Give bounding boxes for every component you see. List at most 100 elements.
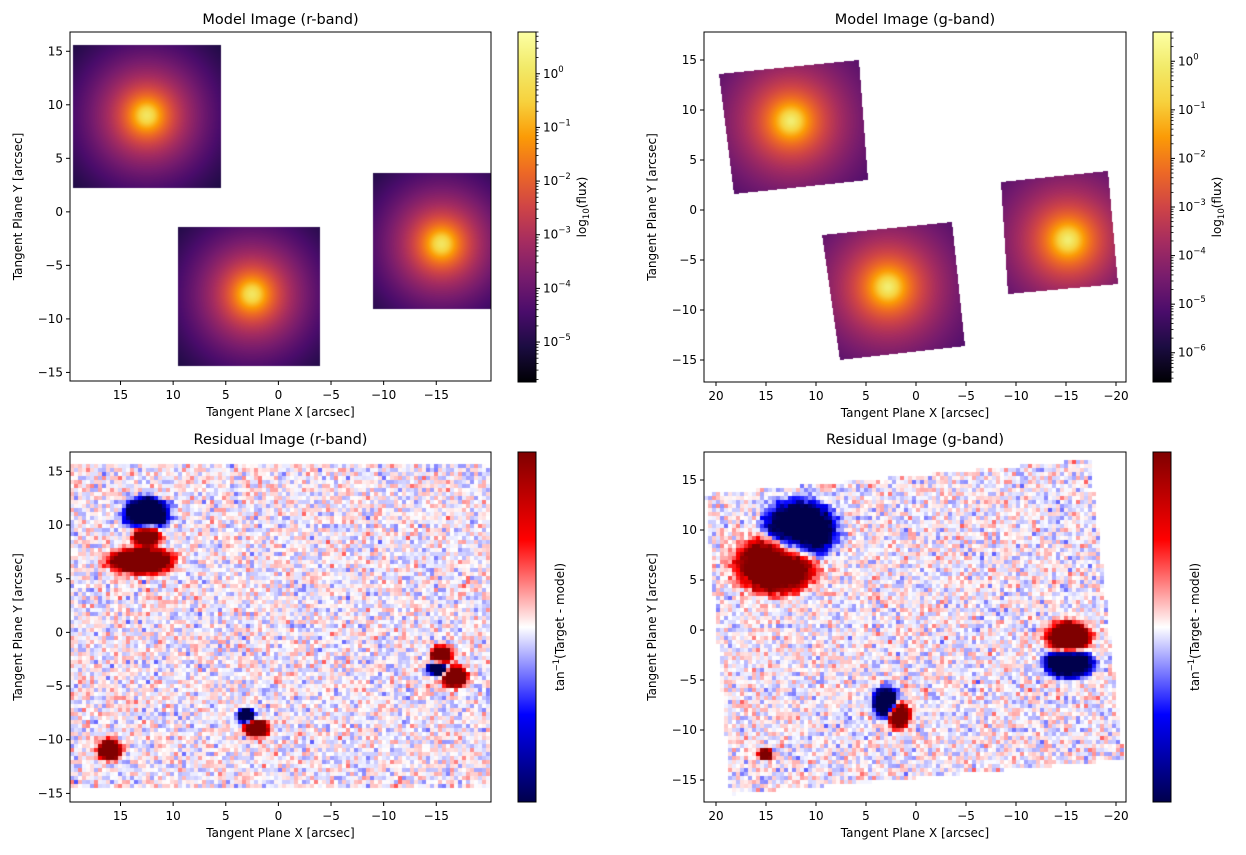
y-tick-label: 0 — [55, 205, 63, 219]
y-tick-label: 15 — [682, 53, 697, 67]
x-tick-label: −20 — [1103, 809, 1128, 823]
y-tick-label: 5 — [55, 151, 63, 165]
x-tick-label: 15 — [758, 809, 773, 823]
colorbar-tick-label: 10−1 — [1178, 101, 1206, 117]
x-tick-label: −15 — [1053, 809, 1078, 823]
x-tick-label: 20 — [708, 389, 723, 403]
y-tick-label: 5 — [689, 573, 697, 587]
colorbar — [1152, 451, 1172, 803]
subplot-4: 20 15 10 5 0 −5 −10 −15 −20 −15 −10 −5 0 5 10 15 Residua… — [645, 432, 1202, 840]
y-tick-label: −15 — [38, 365, 63, 379]
x-tick-label: −5 — [322, 809, 340, 823]
subplot-2: 20 15 10 5 0 −5 −10 −15 −20 −15 −10 −5 0 5 10 15 Model I… — [645, 12, 1227, 420]
y-tick-label: −5 — [679, 673, 697, 687]
x-tick-label: 15 — [758, 389, 773, 403]
axes-frame — [703, 451, 1127, 803]
x-tick-label: 5 — [222, 388, 230, 402]
x-tick-label: −10 — [371, 809, 396, 823]
x-tick-label: 15 — [113, 388, 128, 402]
colorbar-label: tan−1(Target - model) — [1187, 563, 1202, 691]
x-axis-label: Tangent Plane X [arcsec] — [840, 406, 989, 420]
colorbar-label: log10(flux) — [1210, 177, 1227, 238]
y-tick-label: −15 — [38, 786, 63, 800]
x-tick-label: −10 — [371, 388, 396, 402]
chart-title: Model Image (r-band) — [202, 12, 358, 28]
y-tick-label: 0 — [55, 625, 63, 639]
image-raster — [70, 32, 491, 381]
colorbar-tick-label: 10−5 — [543, 333, 571, 349]
x-tick-label: −15 — [1053, 389, 1078, 403]
colorbar — [517, 451, 537, 803]
y-axis-label: Tangent Plane Y [arcsec] — [645, 133, 659, 282]
colorbar-label: tan−1(Target - model) — [552, 563, 567, 691]
colorbar-tick-label: 10−6 — [1178, 344, 1206, 360]
colorbar — [1152, 31, 1172, 383]
y-tick-label: 15 — [48, 44, 63, 58]
image-raster — [70, 452, 491, 802]
x-axis-label: Tangent Plane X [arcsec] — [205, 826, 354, 840]
colorbar-tick-label: 10−4 — [543, 279, 571, 295]
x-axis-label: Tangent Plane X [arcsec] — [840, 826, 989, 840]
x-tick-label: 10 — [808, 389, 823, 403]
subplot-1: 15 10 5 0 −5 −10 −15 −15 −10 −5 0 5 10 15 Model Image … — [11, 12, 592, 419]
colorbar-tick-label: 10−5 — [1178, 295, 1206, 311]
y-tick-label: −10 — [38, 733, 63, 747]
y-axis-label: Tangent Plane Y [arcsec] — [645, 553, 659, 702]
image-raster — [704, 452, 1126, 802]
y-tick-label: 0 — [689, 623, 697, 637]
x-tick-label: −10 — [1003, 809, 1028, 823]
x-tick-label: −20 — [1103, 389, 1128, 403]
y-tick-label: 10 — [682, 523, 697, 537]
y-tick-label: 5 — [689, 153, 697, 167]
y-tick-label: −15 — [672, 353, 697, 367]
x-tick-label: 5 — [222, 809, 230, 823]
x-tick-label: 5 — [862, 809, 870, 823]
x-tick-label: 10 — [166, 388, 181, 402]
y-tick-label: 10 — [48, 98, 63, 112]
y-tick-label: 15 — [48, 464, 63, 478]
x-tick-label: 0 — [912, 809, 920, 823]
chart-title: Residual Image (r-band) — [194, 432, 368, 448]
x-tick-label: −15 — [424, 809, 449, 823]
y-tick-label: −10 — [38, 312, 63, 326]
colorbar-tick-label: 10−1 — [543, 118, 571, 134]
x-tick-label: 10 — [166, 809, 181, 823]
colorbar-tick-label: 10−2 — [543, 172, 571, 188]
image-raster — [704, 32, 1126, 382]
y-tick-label: −10 — [672, 723, 697, 737]
axes-frame — [69, 451, 492, 803]
x-tick-label: 20 — [708, 809, 723, 823]
x-tick-label: −5 — [957, 389, 975, 403]
y-tick-label: 10 — [682, 103, 697, 117]
y-tick-label: −10 — [672, 303, 697, 317]
chart-title: Residual Image (g-band) — [826, 432, 1004, 448]
axes-frame — [703, 31, 1127, 383]
y-tick-label: 0 — [689, 203, 697, 217]
x-tick-label: −10 — [1003, 389, 1028, 403]
x-tick-label: 0 — [912, 389, 920, 403]
y-tick-label: 5 — [55, 572, 63, 586]
y-tick-label: −5 — [45, 679, 63, 693]
y-tick-label: 10 — [48, 518, 63, 532]
chart-title: Model Image (g-band) — [835, 12, 995, 28]
x-tick-label: −5 — [957, 809, 975, 823]
colorbar-tick-label: 10−2 — [1178, 149, 1206, 165]
x-tick-label: 15 — [113, 809, 128, 823]
colorbar-tick-label: 10−3 — [543, 226, 571, 242]
y-axis-label: Tangent Plane Y [arcsec] — [11, 553, 25, 702]
subplot-3: 15 10 5 0 −5 −10 −15 −15 −10 −5 0 5 10 15 Residual Ima… — [11, 432, 567, 840]
axes-frame — [69, 31, 492, 382]
x-tick-label: −15 — [424, 388, 449, 402]
x-tick-label: 0 — [275, 809, 283, 823]
colorbar-label: log10(flux) — [575, 177, 592, 238]
y-axis-label: Tangent Plane Y [arcsec] — [11, 133, 25, 282]
colorbar-tick-label: 100 — [1178, 52, 1199, 68]
colorbar-tick-label: 100 — [543, 65, 564, 81]
x-tick-label: 10 — [808, 809, 823, 823]
colorbar-tick-label: 10−4 — [1178, 247, 1206, 263]
y-tick-label: 15 — [682, 473, 697, 487]
x-axis-label: Tangent Plane X [arcsec] — [205, 405, 354, 419]
colorbar — [517, 31, 537, 383]
y-tick-label: −5 — [45, 258, 63, 272]
